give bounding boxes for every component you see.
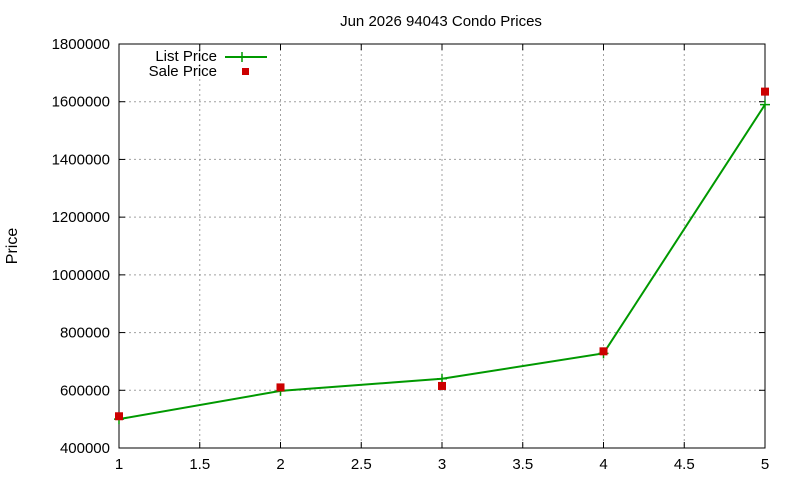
x-tick-label: 4	[599, 456, 607, 473]
legend-label-sale-price: Sale Price	[149, 63, 217, 80]
y-tick-label: 1600000	[52, 94, 110, 111]
y-tick-label: 800000	[60, 325, 110, 342]
data-point-sale-price	[276, 383, 285, 392]
data-point-sale-price	[438, 381, 446, 390]
y-tick-label: 400000	[60, 440, 110, 457]
data-point-sale-price	[761, 87, 769, 96]
data-point-list-price	[760, 99, 770, 110]
y-tick-label: 600000	[60, 382, 110, 399]
legend-marker-sale-price	[242, 68, 249, 75]
data-point-sale-price	[599, 347, 608, 356]
y-tick-label: 1400000	[52, 151, 110, 168]
x-tick-label: 1.5	[189, 456, 210, 473]
data-point-sale-price	[115, 412, 123, 421]
x-tick-label: 4.5	[674, 456, 695, 473]
y-tick-label: 1200000	[52, 209, 110, 226]
series-layer	[114, 87, 770, 425]
x-tick-label: 2.5	[351, 456, 372, 473]
series-line-list-price	[118, 104, 766, 421]
x-tick-label: 1	[115, 456, 123, 473]
y-tick-label: 1000000	[52, 267, 110, 284]
legend-label-list-price: List Price	[155, 48, 217, 65]
legend: List Price Sale Price	[149, 48, 267, 80]
y-axis-label: Price	[4, 228, 21, 265]
x-tick-label: 2	[276, 456, 284, 473]
x-tick-label: 3.5	[512, 456, 533, 473]
legend-marker-list-price	[237, 52, 247, 62]
x-tick-labels: 1 1.5 2 2.5 3 3.5 4 4.5 5	[115, 456, 769, 473]
series-sale-price	[115, 87, 769, 421]
x-tick-label: 3	[438, 456, 446, 473]
axis-ticks	[118, 43, 766, 449]
chart-title: Jun 2026 94043 Condo Prices	[340, 13, 542, 30]
x-tick-label: 5	[761, 456, 769, 473]
y-tick-labels: 400000 600000 800000 1000000 1200000 1400000 1…	[52, 36, 110, 457]
series-list-price	[114, 99, 770, 425]
y-tick-label: 1800000	[52, 36, 110, 53]
